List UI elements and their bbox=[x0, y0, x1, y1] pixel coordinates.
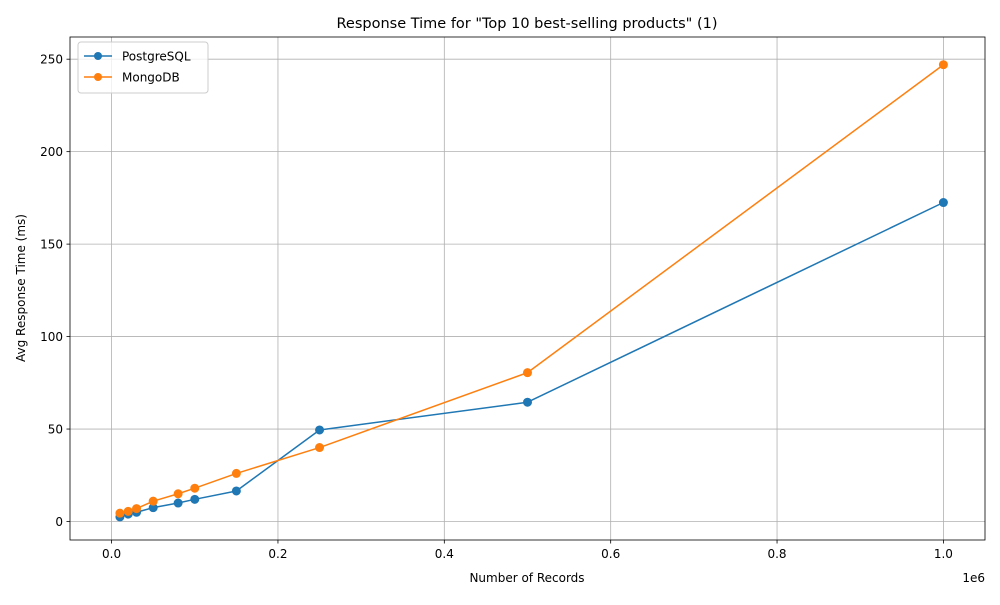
y-tick-label: 250 bbox=[40, 53, 63, 67]
data-point-postgresql bbox=[523, 397, 532, 407]
x-axis-label: Number of Records bbox=[469, 571, 584, 585]
y-tick-label: 150 bbox=[40, 238, 63, 252]
x-tick-label: 0.8 bbox=[767, 547, 786, 561]
data-point-postgresql bbox=[173, 498, 183, 508]
legend-label-mongodb: MongoDB bbox=[122, 71, 180, 85]
data-point-mongodb bbox=[123, 506, 133, 516]
legend-item-mongodb: MongoDB bbox=[84, 71, 180, 85]
legend-item-postgresql: PostgreSQL bbox=[84, 50, 191, 64]
legend-marker-mongodb bbox=[94, 73, 102, 81]
x-tick-label: 0.6 bbox=[601, 547, 620, 561]
data-point-postgresql bbox=[938, 198, 948, 208]
data-point-postgresql bbox=[315, 425, 325, 435]
grid-lines bbox=[70, 37, 985, 540]
y-tick-label: 100 bbox=[40, 330, 63, 344]
legend: PostgreSQL MongoDB bbox=[77, 41, 209, 94]
legend-label-postgresql: PostgreSQL bbox=[122, 50, 191, 64]
y-tick-label: 200 bbox=[40, 145, 63, 159]
legend-box bbox=[77, 41, 209, 94]
y-axis-label: Avg Response Time (ms) bbox=[14, 214, 28, 362]
data-point-mongodb bbox=[523, 368, 532, 378]
data-point-mongodb bbox=[173, 489, 183, 499]
data-point-postgresql bbox=[190, 494, 200, 504]
chart-title: Response Time for "Top 10 best-selling p… bbox=[336, 16, 717, 32]
data-point-mongodb bbox=[148, 496, 158, 506]
x-tick-label: 1.0 bbox=[934, 547, 953, 561]
y-tick-label: 50 bbox=[48, 423, 63, 437]
x-tick-label: 0.4 bbox=[435, 547, 454, 561]
y-tick-label: 0 bbox=[55, 515, 63, 529]
data-point-mongodb bbox=[115, 508, 125, 518]
data-point-mongodb bbox=[938, 60, 948, 70]
x-axis-offset-label: 1e6 bbox=[962, 571, 985, 585]
axis-ticks: 0.0 0.2 0.4 0.6 0.8 1.0 0 50 100 150 200 250 bbox=[40, 53, 953, 561]
x-tick-label: 0.0 bbox=[102, 547, 121, 561]
data-point-postgresql bbox=[231, 486, 241, 496]
data-point-mongodb bbox=[190, 483, 200, 493]
x-tick-label: 0.2 bbox=[268, 547, 287, 561]
series-mongodb bbox=[115, 60, 948, 518]
plot-frame bbox=[69, 36, 986, 541]
data-point-mongodb bbox=[132, 504, 142, 514]
legend-marker-postgresql bbox=[94, 52, 102, 60]
data-point-mongodb bbox=[231, 468, 241, 478]
data-point-mongodb bbox=[315, 443, 325, 453]
series-layer bbox=[115, 60, 948, 522]
